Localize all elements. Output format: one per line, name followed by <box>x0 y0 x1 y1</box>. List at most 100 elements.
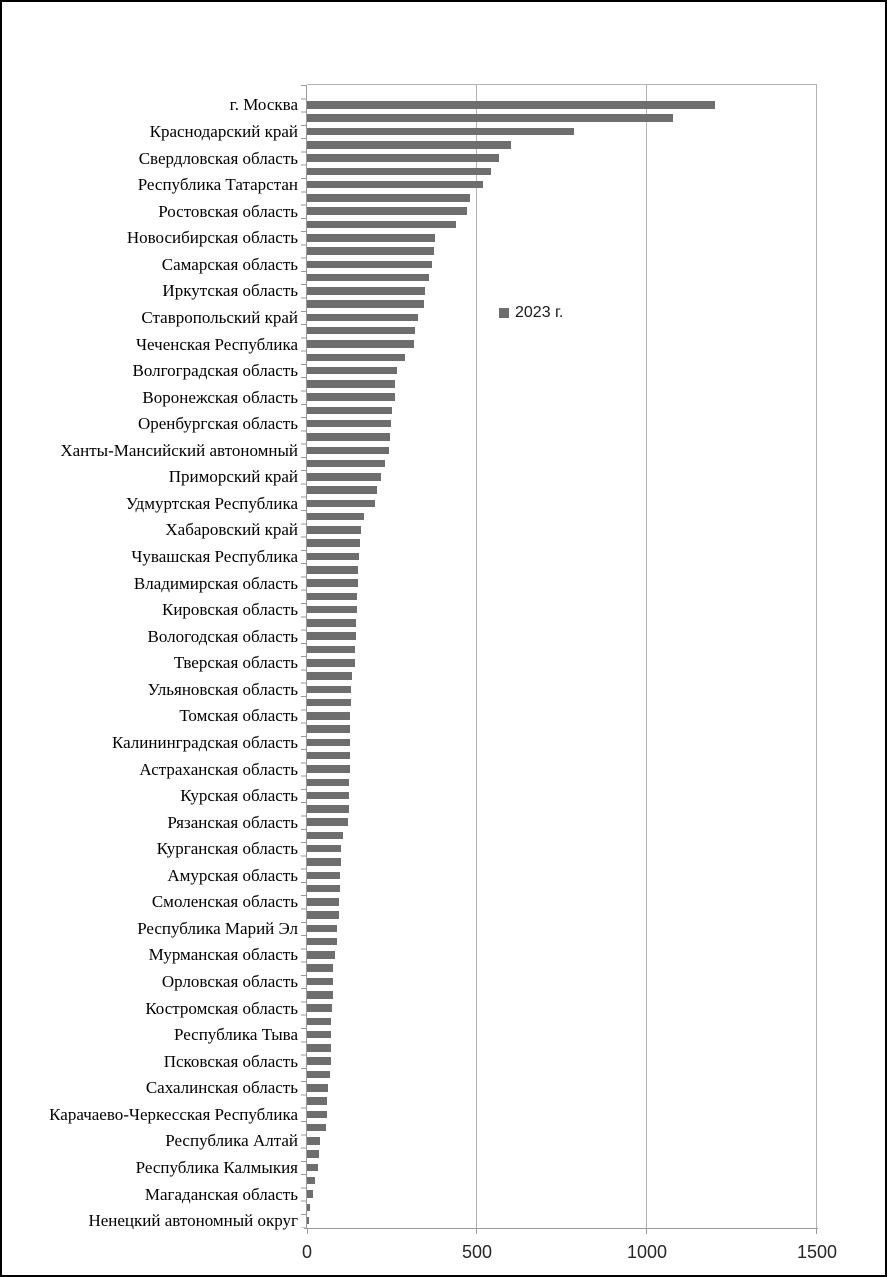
bar-row: Чувашская Республика <box>131 548 817 565</box>
category-label: Удмуртская Республика <box>125 493 298 513</box>
bar <box>307 632 356 640</box>
x-axis-tick <box>476 1229 477 1234</box>
bar-row <box>307 616 817 629</box>
category-label: Оренбургская область <box>137 414 298 434</box>
bar-row <box>307 377 817 390</box>
bar-row: Ростовская область <box>158 203 817 220</box>
bar-row: Калининградская область <box>112 734 817 751</box>
bar <box>307 831 344 840</box>
bar <box>307 313 419 322</box>
category-label: Республика Марий Эл <box>137 918 298 938</box>
bar-row: Карачаево-Черкесская Республика <box>49 1106 817 1123</box>
category-label: Тверская область <box>173 653 298 673</box>
x-tick-label: 1000 <box>626 1242 668 1262</box>
bar-row <box>307 324 817 337</box>
bar <box>307 1163 318 1172</box>
bar <box>307 911 339 919</box>
bar-row: Вологодская область <box>148 628 817 645</box>
bar <box>307 406 393 415</box>
category-label: Рязанская область <box>167 812 298 832</box>
bar <box>307 180 483 189</box>
bar-row: Амурская область <box>167 867 817 884</box>
bar-row: Кировская область <box>162 601 817 618</box>
bar <box>307 566 358 574</box>
category-label: Карачаево-Черкесская Республика <box>49 1104 298 1124</box>
bar <box>307 393 395 401</box>
category-label: Воронежская область <box>142 387 298 407</box>
bar-row: Тверская область <box>174 654 817 671</box>
bar <box>307 1216 310 1225</box>
bar <box>307 220 456 229</box>
bar <box>307 659 355 667</box>
bar-row: Псковская область <box>164 1053 817 1070</box>
category-label: Новосибирская область <box>126 228 298 248</box>
bar-row: Самарская область <box>162 256 817 273</box>
bars-container: г. Москва Краснодарский край Свердловская … <box>49 96 817 1229</box>
bar-row <box>307 218 817 231</box>
x-tick-label: 0 <box>301 1242 312 1262</box>
bar-row <box>307 351 817 364</box>
bar <box>307 698 351 707</box>
category-label: Вологодская область <box>147 626 298 646</box>
bar-row: Воронежская область <box>142 389 817 406</box>
category-label: Чеченская Республика <box>136 334 298 354</box>
bar <box>307 499 376 508</box>
bar <box>307 1150 320 1158</box>
bar <box>307 154 500 162</box>
category-label: Мурманская область <box>148 945 298 965</box>
bar-row: Орловская область <box>162 973 817 990</box>
bar-row: Ставропольский край <box>141 309 817 326</box>
category-label: г. Москва <box>229 95 298 115</box>
category-label: Кировская область <box>161 600 298 620</box>
bar-row <box>307 1121 817 1134</box>
bar-row: Томская область <box>179 707 817 724</box>
bar-row <box>307 1041 817 1054</box>
bar-row: Хабаровский край <box>165 521 817 538</box>
bar <box>307 1030 332 1039</box>
bar <box>307 1097 328 1105</box>
bar-row: Оренбургская область <box>138 415 817 432</box>
bar <box>307 738 350 747</box>
bar-row <box>307 802 817 815</box>
bar <box>307 247 435 255</box>
category-label: Ненецкий автономный округ <box>88 1211 298 1231</box>
bar-row <box>307 404 817 417</box>
bar <box>307 924 337 933</box>
bar-row <box>307 988 817 1001</box>
bar <box>307 871 341 879</box>
bar-row <box>307 244 817 257</box>
bar <box>307 1017 332 1026</box>
legend: 2023 г. <box>499 304 563 322</box>
bar-row <box>307 643 817 656</box>
bar <box>307 207 467 215</box>
bar <box>307 951 335 959</box>
bar <box>307 579 358 587</box>
bar <box>307 791 350 800</box>
bar-row: Приморский край <box>169 468 817 485</box>
bar-row <box>307 191 817 204</box>
category-label: Томская область <box>179 706 298 726</box>
bar <box>307 991 333 999</box>
bar-row: Ненецкий автономный округ <box>88 1212 817 1229</box>
y-axis-ticks <box>301 85 306 1228</box>
bar <box>307 844 342 853</box>
x-tick-label: 1500 <box>796 1242 838 1262</box>
category-label: Орловская область <box>161 972 298 991</box>
bar-row: Рязанская область <box>167 814 817 831</box>
bar-row <box>307 669 817 682</box>
bar-row <box>307 1015 817 1028</box>
bar <box>307 977 333 986</box>
bar <box>307 605 357 614</box>
bar-row <box>307 855 817 868</box>
category-label: Ставропольский край <box>141 307 298 327</box>
bar <box>307 101 715 109</box>
category-label: Чувашская Республика <box>131 547 298 566</box>
bar <box>307 353 405 362</box>
category-label: Краснодарский край <box>149 122 298 141</box>
bar <box>307 1110 327 1119</box>
bar <box>307 486 378 494</box>
bar <box>307 194 471 202</box>
bar <box>307 539 360 547</box>
bar <box>307 778 350 787</box>
